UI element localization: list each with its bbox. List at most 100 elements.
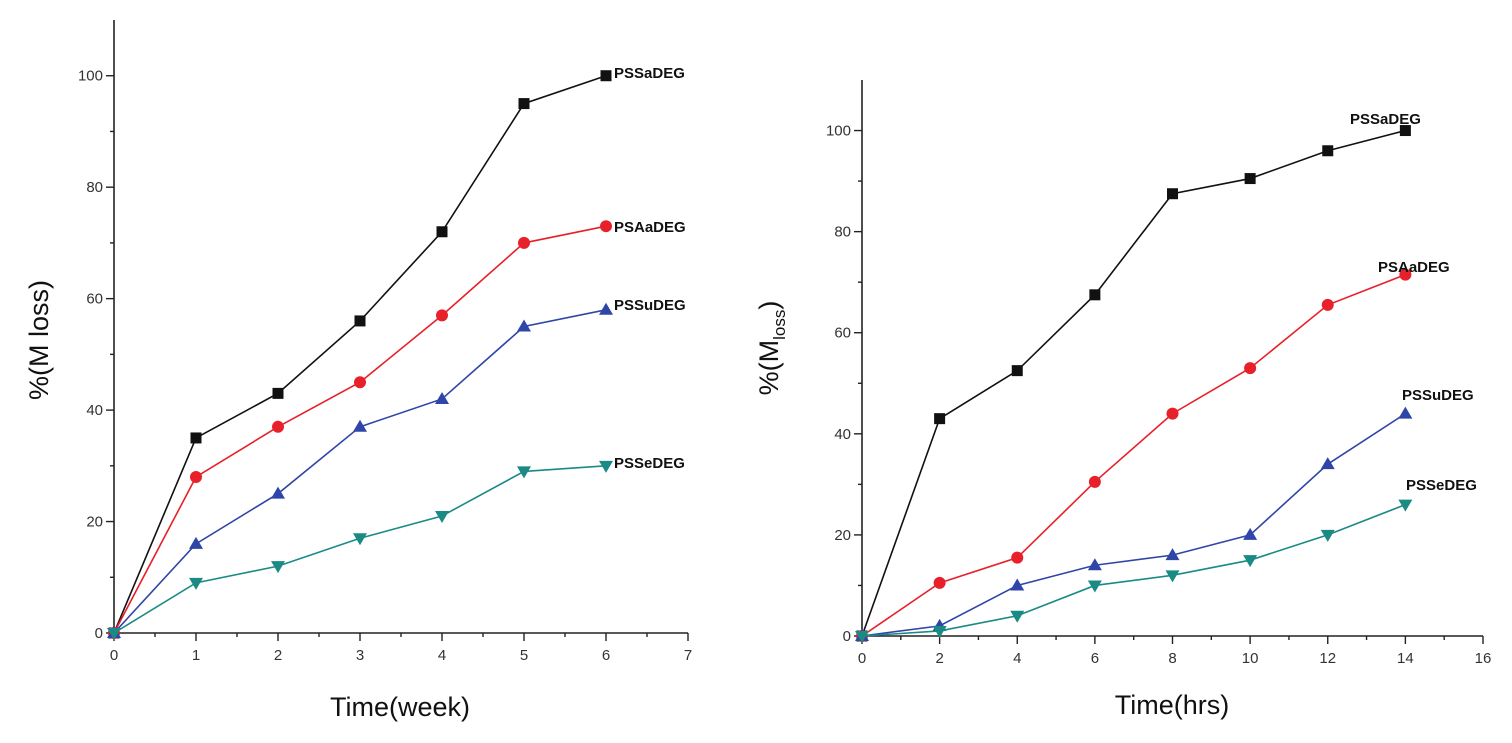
y-tick-label: 20 xyxy=(86,514,103,531)
y-tick-label: 80 xyxy=(86,179,103,196)
y-axis-label: %(Mloss) xyxy=(754,301,789,396)
series-label: PSSaDEG xyxy=(1350,111,1421,128)
x-tick-label: 6 xyxy=(602,647,610,664)
series-line xyxy=(861,273,1406,637)
series-PSSaDEG: PSSaDEG xyxy=(108,65,685,639)
data-point xyxy=(189,577,203,590)
x-tick-label: 0 xyxy=(110,647,118,664)
data-point xyxy=(190,432,202,444)
x-tick-label: 3 xyxy=(356,647,364,664)
data-point xyxy=(518,236,530,249)
data-point xyxy=(600,220,612,233)
data-point xyxy=(272,420,284,433)
data-point xyxy=(517,466,531,479)
series-PSAaDEG: PSAaDEG xyxy=(856,259,1450,642)
x-tick-label: 16 xyxy=(1475,650,1492,667)
data-point xyxy=(271,561,285,574)
x-tick-label: 4 xyxy=(1013,650,1021,667)
data-point xyxy=(517,319,531,332)
series-label: PSSuDEG xyxy=(1402,387,1474,404)
y-tick-label: 40 xyxy=(86,402,103,419)
data-point xyxy=(932,625,947,638)
data-point xyxy=(1011,551,1024,564)
series-label: PSSeDEG xyxy=(1406,477,1477,494)
data-point xyxy=(1398,499,1413,512)
data-point xyxy=(1088,475,1101,488)
series-label: PSAaDEG xyxy=(614,219,686,236)
data-point xyxy=(1010,578,1025,591)
data-point xyxy=(1165,548,1180,561)
y-tick-label: 100 xyxy=(78,68,103,85)
series-label: PSAaDEG xyxy=(1378,259,1450,276)
chart-panel-1: 0 1 2 3 4 5 6 7 0 20 40 60 80 100 Time(week) %(M loss) P… xyxy=(24,20,692,722)
y-tick-label: 60 xyxy=(86,291,103,308)
data-point xyxy=(1165,570,1180,583)
data-point xyxy=(1166,407,1179,420)
x-tick-label: 6 xyxy=(1091,650,1099,667)
series-PSAaDEG: PSAaDEG xyxy=(108,219,686,639)
data-point xyxy=(353,419,367,432)
data-point xyxy=(518,98,530,110)
data-point xyxy=(855,631,869,643)
data-point xyxy=(272,387,284,399)
chart-panel-2: 0 2 4 6 8 10 12 14 16 0 20 40 60 80 100 Time(hrs) %(Mlos… xyxy=(754,80,1491,720)
series-label: PSSuDEG xyxy=(614,297,686,314)
data-point xyxy=(190,470,202,483)
data-point xyxy=(1011,365,1023,377)
data-point xyxy=(107,628,121,640)
x-tick-label: 0 xyxy=(858,650,866,667)
x-tick-label: 4 xyxy=(438,647,446,664)
y-tick-label: 40 xyxy=(834,426,851,443)
data-point xyxy=(1320,529,1335,542)
data-point xyxy=(189,536,203,549)
y-axis-label: %(M loss) xyxy=(24,280,54,400)
x-tick-label: 14 xyxy=(1397,650,1414,667)
data-point xyxy=(353,533,367,546)
data-point xyxy=(354,315,366,327)
series-label: PSSeDEG xyxy=(614,455,685,472)
x-tick-label: 7 xyxy=(684,647,692,664)
data-point xyxy=(1399,268,1412,281)
data-point xyxy=(436,309,448,322)
data-point xyxy=(1167,188,1178,200)
data-point xyxy=(436,226,448,238)
series-PSSeDEG: PSSeDEG xyxy=(855,477,1477,643)
x-axis-label: Time(hrs) xyxy=(1115,690,1230,720)
y-tick-label: 60 xyxy=(834,325,851,342)
data-point xyxy=(1243,527,1258,540)
series-PSSuDEG: PSSuDEG xyxy=(107,297,686,638)
series-label: PSSaDEG xyxy=(614,65,685,82)
x-tick-label: 10 xyxy=(1242,650,1259,667)
y-tick-label: 0 xyxy=(843,628,851,645)
data-point xyxy=(1320,457,1335,470)
x-tick-label: 12 xyxy=(1319,650,1336,667)
data-point xyxy=(435,391,449,404)
x-tick-label: 2 xyxy=(935,650,943,667)
data-point xyxy=(1087,558,1102,571)
data-point xyxy=(933,576,946,589)
data-point xyxy=(599,460,613,473)
series-line xyxy=(861,412,1406,637)
x-tick-label: 2 xyxy=(274,647,282,664)
data-point xyxy=(1244,173,1256,185)
y-tick-label: 100 xyxy=(826,123,851,140)
x-tick-label: 1 xyxy=(192,647,200,664)
y-tick-label: 80 xyxy=(834,224,851,241)
data-point xyxy=(1399,125,1411,137)
y-tick-label: 20 xyxy=(834,527,851,544)
x-tick-label: 8 xyxy=(1168,650,1176,667)
y-tick-label: 0 xyxy=(95,625,103,642)
data-point xyxy=(354,376,366,389)
series-PSSeDEG: PSSeDEG xyxy=(107,455,685,640)
data-point xyxy=(1243,555,1258,568)
data-point xyxy=(934,413,946,425)
data-point xyxy=(1398,406,1413,419)
series-line xyxy=(861,129,1406,637)
data-point xyxy=(1087,580,1102,593)
x-axis-label: Time(week) xyxy=(330,692,470,722)
data-point xyxy=(599,302,613,315)
series-PSSuDEG: PSSuDEG xyxy=(855,387,1474,641)
data-point xyxy=(1321,298,1334,311)
series-line xyxy=(861,503,1406,637)
